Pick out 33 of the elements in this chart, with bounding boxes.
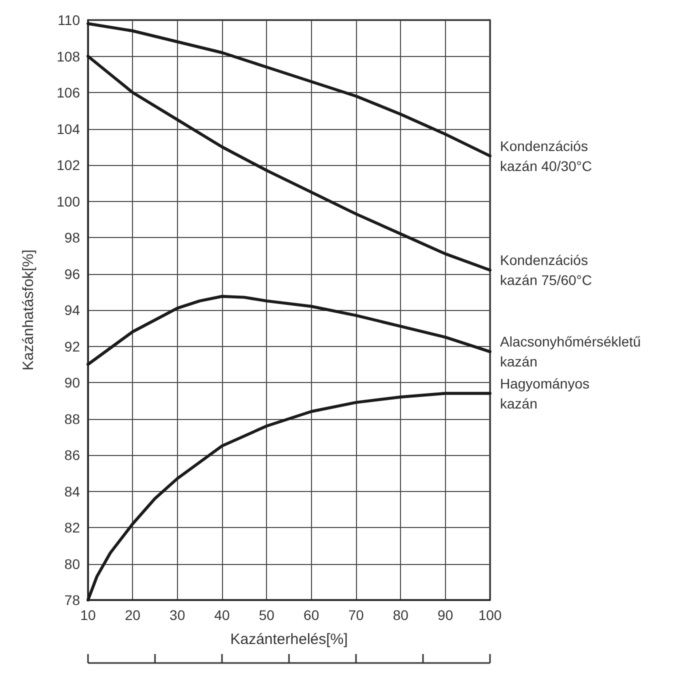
x-tick-label: 70 [348, 607, 364, 623]
y-tick-label: 86 [64, 447, 80, 463]
x-tick-label: 100 [478, 607, 502, 623]
x-tick-label: 10 [80, 607, 96, 623]
x-axis-title: Kazánterhelés[%] [230, 631, 348, 648]
x-tick-label: 90 [438, 607, 454, 623]
y-tick-label: 88 [64, 410, 80, 427]
y-axis-title: Kazánhatásfok[%] [20, 250, 37, 370]
y-tick-label: 108 [56, 48, 80, 64]
x-tick-label: 40 [214, 607, 230, 623]
y-tick-label: 104 [56, 120, 80, 137]
y-tick-label: 100 [56, 193, 80, 210]
y-tick-label: 96 [64, 266, 80, 282]
y-tick-label: 92 [64, 338, 80, 354]
x-tick-label: 30 [170, 607, 186, 623]
x-tick-label: 50 [258, 607, 275, 623]
series-label: Alacsonyhőmérsékletű kazán [500, 334, 642, 370]
y-tick-label: 84 [64, 483, 80, 500]
y-tick-label: 110 [58, 12, 80, 28]
y-tick-label: 80 [64, 556, 80, 572]
y-tick-label: 98 [64, 230, 80, 246]
series-label: Kondenzációs kazán 75/60°C [500, 252, 592, 288]
y-tick-label: 82 [64, 520, 80, 536]
x-tick-label: 80 [392, 607, 409, 623]
y-tick-label: 90 [64, 374, 80, 390]
y-tick-label: 106 [56, 84, 80, 100]
y-tick-label: 78 [64, 592, 80, 608]
y-tick-label: 94 [64, 302, 80, 318]
y-tick-label: 102 [56, 157, 80, 173]
x-tick-label: 60 [304, 607, 320, 623]
x-tick-label: 20 [124, 607, 141, 623]
series-label: Kondenzációs kazán 40/30°C [500, 138, 592, 174]
series-label: Hagyományos kazán [500, 375, 590, 412]
